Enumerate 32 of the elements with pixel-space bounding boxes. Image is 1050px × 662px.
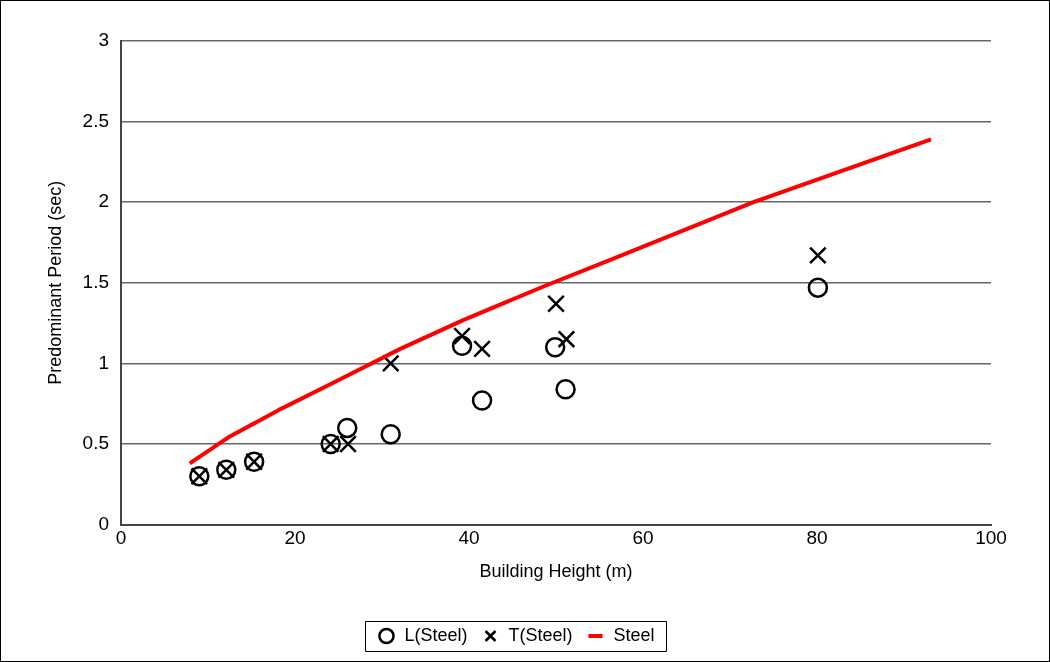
- legend-label: L(Steel): [404, 624, 468, 645]
- point: [808, 246, 827, 265]
- y-tick-label: 0: [98, 512, 110, 534]
- point: [544, 337, 566, 358]
- point: [381, 354, 400, 373]
- point: [380, 424, 401, 445]
- y-tick-label: 2: [98, 190, 110, 212]
- point: [546, 294, 566, 313]
- legend-label: T(Steel): [508, 624, 573, 645]
- point: [339, 434, 358, 454]
- point: [471, 390, 493, 411]
- point: [336, 417, 358, 439]
- y-tick-label: 3: [98, 29, 110, 51]
- legend-label: Steel: [613, 624, 655, 645]
- point: [555, 378, 576, 400]
- x-tick-label: 20: [284, 527, 306, 549]
- point: [473, 339, 492, 358]
- point: [453, 326, 472, 346]
- x-tick-label: 100: [975, 527, 1007, 549]
- x-tick-label: 80: [806, 527, 828, 549]
- y-tick-label: 1: [98, 351, 110, 373]
- y-tick-label: 1.5: [82, 271, 110, 293]
- x-tick-label: 40: [458, 527, 480, 549]
- x-axis-title: Building Height (m): [479, 561, 633, 582]
- x-tick-label: 60: [632, 527, 654, 549]
- y-tick-label: 2.5: [82, 109, 110, 131]
- point: [451, 335, 473, 356]
- point: [807, 277, 829, 298]
- y-axis-title: Predominant Period (sec): [44, 180, 65, 385]
- point: [557, 330, 576, 349]
- x-tick-label: 0: [115, 527, 127, 549]
- y-tick-label: 0.5: [82, 432, 110, 454]
